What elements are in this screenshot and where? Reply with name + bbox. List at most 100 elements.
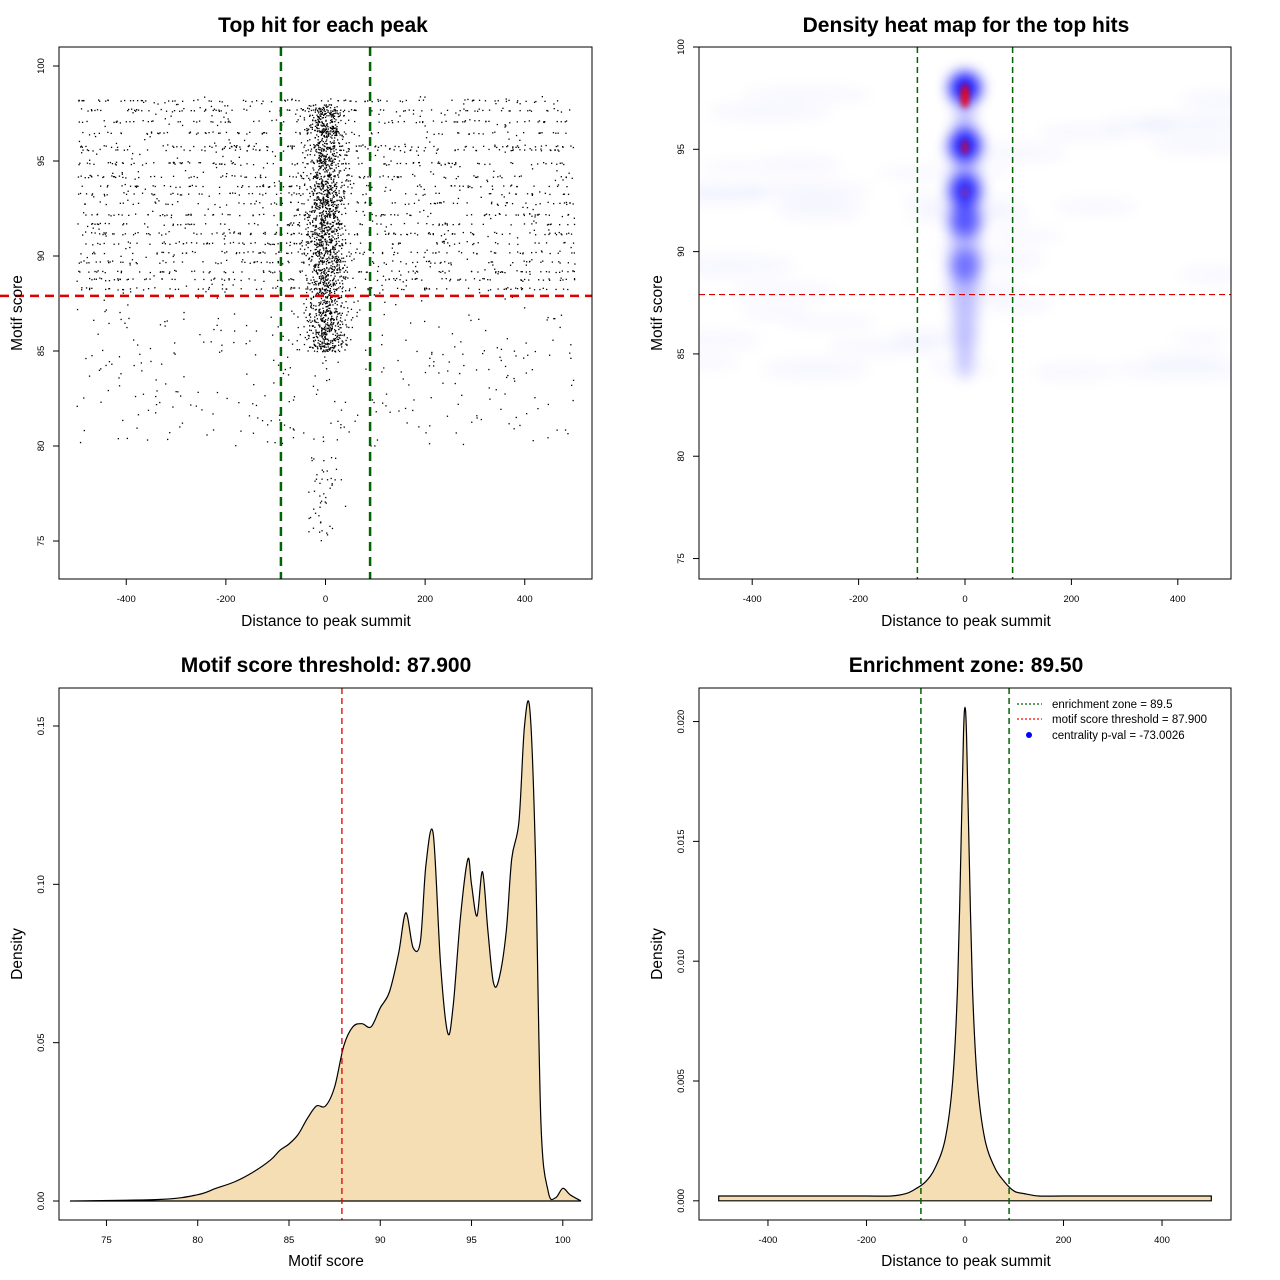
scatter-point (361, 162, 363, 165)
scatter-point (498, 213, 500, 215)
scatter-point (329, 304, 332, 306)
scatter-point (334, 175, 336, 177)
scatter-point (238, 242, 240, 244)
scatter-point (322, 200, 324, 202)
scatter-point (318, 112, 320, 114)
heatmap-haze-blob (1040, 126, 1125, 140)
scatter-point (322, 185, 324, 187)
scatter-point (295, 99, 297, 102)
scatter-point (329, 347, 332, 349)
scatter-point (335, 127, 337, 129)
scatter-point (332, 117, 334, 119)
scatter-point (125, 177, 127, 179)
scatter-point (333, 346, 336, 348)
scatter-point (436, 288, 438, 290)
scatter-point (240, 164, 242, 166)
scatter-point (348, 326, 350, 329)
scatter-point (453, 243, 456, 245)
scatter-point (325, 210, 327, 213)
scatter-point (540, 145, 543, 147)
scatter-point (249, 262, 251, 264)
scatter-point (232, 284, 234, 286)
scatter-point (317, 160, 319, 162)
scatter-point (120, 272, 122, 274)
scatter-point (356, 315, 358, 317)
scatter-point (335, 110, 337, 112)
scatter-point (358, 135, 360, 137)
scatter-point (549, 232, 551, 234)
scatter-point (311, 210, 313, 213)
scatter-point (122, 419, 124, 422)
scatter-point (410, 214, 412, 217)
scatter-point (332, 345, 334, 347)
scatter-point (244, 261, 246, 263)
scatter-point (500, 359, 502, 362)
scatter-point (348, 251, 350, 253)
scatter-point (327, 221, 329, 223)
scatter-point (339, 324, 341, 326)
scatter-point (161, 363, 163, 365)
scatter-point (340, 196, 342, 198)
score-density-x-tick-label: 100 (555, 1235, 571, 1246)
scatter-point (318, 162, 320, 165)
scatter-point (307, 233, 309, 235)
scatter-point (323, 158, 325, 160)
scatter-point (320, 215, 323, 217)
scatter-point (335, 317, 338, 319)
scatter-point (334, 215, 337, 218)
scatter-point (100, 401, 102, 403)
scatter-point (515, 134, 518, 137)
scatter-point (528, 279, 530, 281)
scatter-point (342, 323, 344, 325)
scatter-point (321, 261, 323, 263)
scatter-point (472, 146, 474, 148)
scatter-point (375, 215, 377, 217)
scatter-point (376, 279, 379, 282)
scatter-point (127, 278, 129, 280)
scatter-point (491, 261, 494, 263)
scatter-point (188, 213, 190, 216)
scatter-point (552, 339, 554, 341)
scatter-point (478, 163, 480, 165)
scatter-point (424, 320, 426, 323)
scatter-point (318, 239, 320, 241)
distance-density-title: Enrichment zone: 89.50 (849, 654, 1084, 677)
scatter-point (322, 131, 324, 133)
scatter-point (343, 149, 345, 151)
scatter-point (335, 308, 338, 310)
scatter-point (174, 288, 177, 291)
scatter-point (319, 270, 321, 272)
scatter-point (333, 110, 335, 112)
scatter-point (317, 118, 319, 121)
scatter-point (507, 374, 509, 377)
scatter-point (213, 108, 216, 110)
scatter-point (379, 109, 382, 111)
scatter-point (321, 257, 324, 259)
scatter-point (197, 297, 199, 299)
scatter-point (329, 122, 331, 124)
scatter-point (325, 327, 327, 329)
scatter-point (503, 288, 505, 290)
scatter-point (483, 214, 486, 217)
scatter-point (330, 127, 332, 129)
scatter-point (520, 175, 522, 177)
scatter-point (108, 262, 110, 264)
scatter-point (525, 264, 527, 266)
scatter-point (107, 184, 109, 187)
scatter-point (322, 436, 324, 438)
scatter-point (319, 243, 321, 245)
scatter-point (432, 233, 434, 236)
scatter-point (325, 332, 327, 334)
scatter-point (391, 202, 393, 204)
scatter-point (455, 121, 457, 123)
scatter-point (331, 137, 333, 139)
scatter-point (323, 124, 325, 126)
scatter-point (180, 194, 183, 196)
scatter-point (326, 534, 329, 536)
scatter-point (279, 132, 281, 135)
scatter-point (309, 325, 311, 327)
scatter-point (325, 132, 327, 134)
scatter-point (341, 239, 344, 241)
scatter-point (118, 356, 121, 358)
scatter-point (342, 136, 344, 138)
